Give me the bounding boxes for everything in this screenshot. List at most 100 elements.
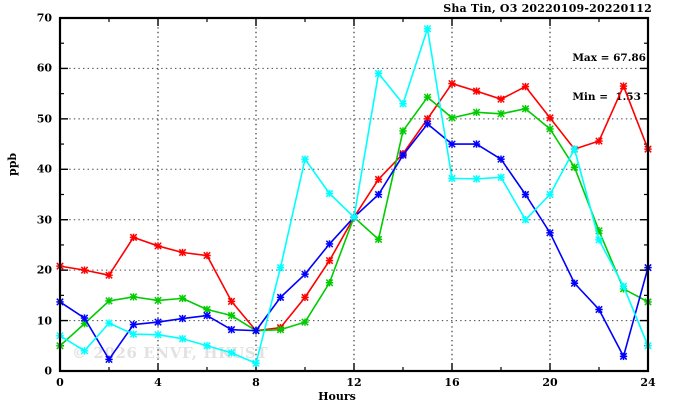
data-point-marker bbox=[497, 110, 505, 118]
data-point-marker bbox=[619, 82, 628, 90]
data-line-series-2 bbox=[59, 123, 649, 361]
data-point-marker bbox=[570, 279, 579, 287]
data-point-marker bbox=[301, 155, 309, 163]
min-value-label: Min = 1.53 bbox=[572, 91, 641, 103]
data-point-marker bbox=[325, 189, 334, 198]
data-point-marker bbox=[178, 334, 187, 343]
data-point-marker bbox=[423, 25, 432, 33]
data-point-marker bbox=[80, 347, 89, 355]
data-point-marker bbox=[570, 163, 579, 171]
data-point-marker bbox=[472, 108, 481, 117]
data-point-marker bbox=[521, 215, 530, 224]
data-point-marker bbox=[227, 311, 236, 320]
data-point-marker bbox=[448, 114, 456, 122]
data-point-marker bbox=[276, 325, 285, 334]
plot-frame bbox=[58, 16, 650, 373]
data-point-marker bbox=[154, 296, 162, 305]
data-point-marker bbox=[374, 235, 383, 244]
data-point-marker bbox=[595, 236, 603, 244]
data-point-marker bbox=[301, 293, 309, 302]
x-tick-label: 8 bbox=[252, 376, 260, 389]
data-point-marker bbox=[546, 229, 554, 237]
data-point-marker bbox=[546, 190, 554, 199]
data-point-marker bbox=[350, 213, 358, 221]
data-point-marker bbox=[325, 240, 334, 248]
data-point-marker bbox=[203, 342, 211, 350]
data-point-marker bbox=[154, 318, 162, 326]
data-point-marker bbox=[497, 173, 505, 182]
data-point-marker bbox=[129, 293, 138, 301]
data-point-marker bbox=[570, 145, 579, 153]
data-point-marker bbox=[105, 355, 113, 364]
y-tick-label: 0 bbox=[44, 364, 52, 378]
data-point-marker bbox=[178, 314, 187, 323]
stats-annotation-box: Max = 67.86 Min = 1.53 bbox=[572, 26, 646, 130]
x-tick-label: 16 bbox=[444, 376, 460, 389]
data-point-marker bbox=[227, 297, 236, 306]
data-point-marker bbox=[203, 311, 211, 320]
data-point-marker bbox=[448, 140, 456, 148]
data-point-marker bbox=[129, 330, 138, 338]
data-point-marker bbox=[276, 293, 285, 302]
data-point-marker bbox=[252, 359, 260, 368]
data-point-marker bbox=[546, 114, 554, 122]
data-point-marker bbox=[374, 175, 383, 184]
x-tick-label: 4 bbox=[154, 376, 162, 389]
data-point-marker bbox=[154, 242, 162, 250]
data-point-marker bbox=[203, 251, 211, 260]
data-point-marker bbox=[178, 248, 187, 257]
x-axis-label: Hours bbox=[318, 390, 356, 403]
data-point-marker bbox=[80, 314, 89, 322]
data-point-marker bbox=[129, 320, 138, 329]
data-point-marker bbox=[276, 263, 285, 272]
data-point-marker bbox=[105, 319, 113, 327]
data-point-marker bbox=[472, 87, 481, 95]
y-tick-label: 10 bbox=[36, 314, 52, 328]
data-point-marker bbox=[252, 326, 260, 335]
data-point-marker bbox=[105, 271, 113, 279]
data-point-marker bbox=[399, 127, 407, 135]
data-point-marker bbox=[497, 95, 505, 103]
y-tick-label: 30 bbox=[36, 213, 52, 227]
data-point-marker bbox=[472, 140, 481, 148]
y-tick-label: 40 bbox=[36, 162, 52, 176]
data-point-marker bbox=[595, 305, 603, 314]
x-tick-label: 0 bbox=[56, 376, 64, 389]
x-tick-label: 24 bbox=[640, 376, 656, 389]
data-point-marker bbox=[472, 175, 481, 183]
data-point-marker bbox=[301, 318, 309, 326]
data-point-marker bbox=[80, 266, 89, 274]
data-point-marker bbox=[619, 352, 628, 361]
data-point-marker bbox=[521, 190, 530, 199]
data-point-marker bbox=[423, 93, 432, 101]
y-tick-label: 60 bbox=[36, 61, 52, 75]
data-point-marker bbox=[301, 270, 309, 278]
data-point-marker bbox=[497, 155, 505, 163]
x-tick-label: 20 bbox=[542, 376, 558, 389]
data-point-marker bbox=[399, 151, 407, 159]
y-tick-label: 50 bbox=[36, 112, 52, 126]
y-tick-label: 20 bbox=[36, 263, 52, 277]
data-point-marker bbox=[448, 79, 456, 88]
data-point-marker bbox=[423, 120, 432, 128]
data-point-marker bbox=[546, 125, 554, 133]
max-value-label: Max = 67.86 bbox=[572, 52, 646, 64]
data-point-marker bbox=[399, 99, 407, 108]
data-point-marker bbox=[105, 297, 113, 305]
data-point-marker bbox=[521, 82, 530, 91]
x-tick-label: 12 bbox=[346, 376, 362, 389]
data-point-marker bbox=[227, 349, 236, 357]
data-point-marker bbox=[129, 233, 138, 242]
data-point-marker bbox=[521, 105, 530, 113]
data-point-marker bbox=[374, 190, 383, 199]
data-point-marker bbox=[178, 294, 187, 303]
chart-title: Sha Tin, O3 20220109-20220112 bbox=[443, 2, 652, 15]
y-tick-label: 70 bbox=[36, 11, 52, 25]
data-point-marker bbox=[374, 69, 383, 78]
data-point-marker bbox=[325, 279, 334, 287]
data-point-marker bbox=[325, 256, 334, 265]
data-point-marker bbox=[154, 330, 162, 339]
data-point-marker bbox=[448, 174, 456, 183]
